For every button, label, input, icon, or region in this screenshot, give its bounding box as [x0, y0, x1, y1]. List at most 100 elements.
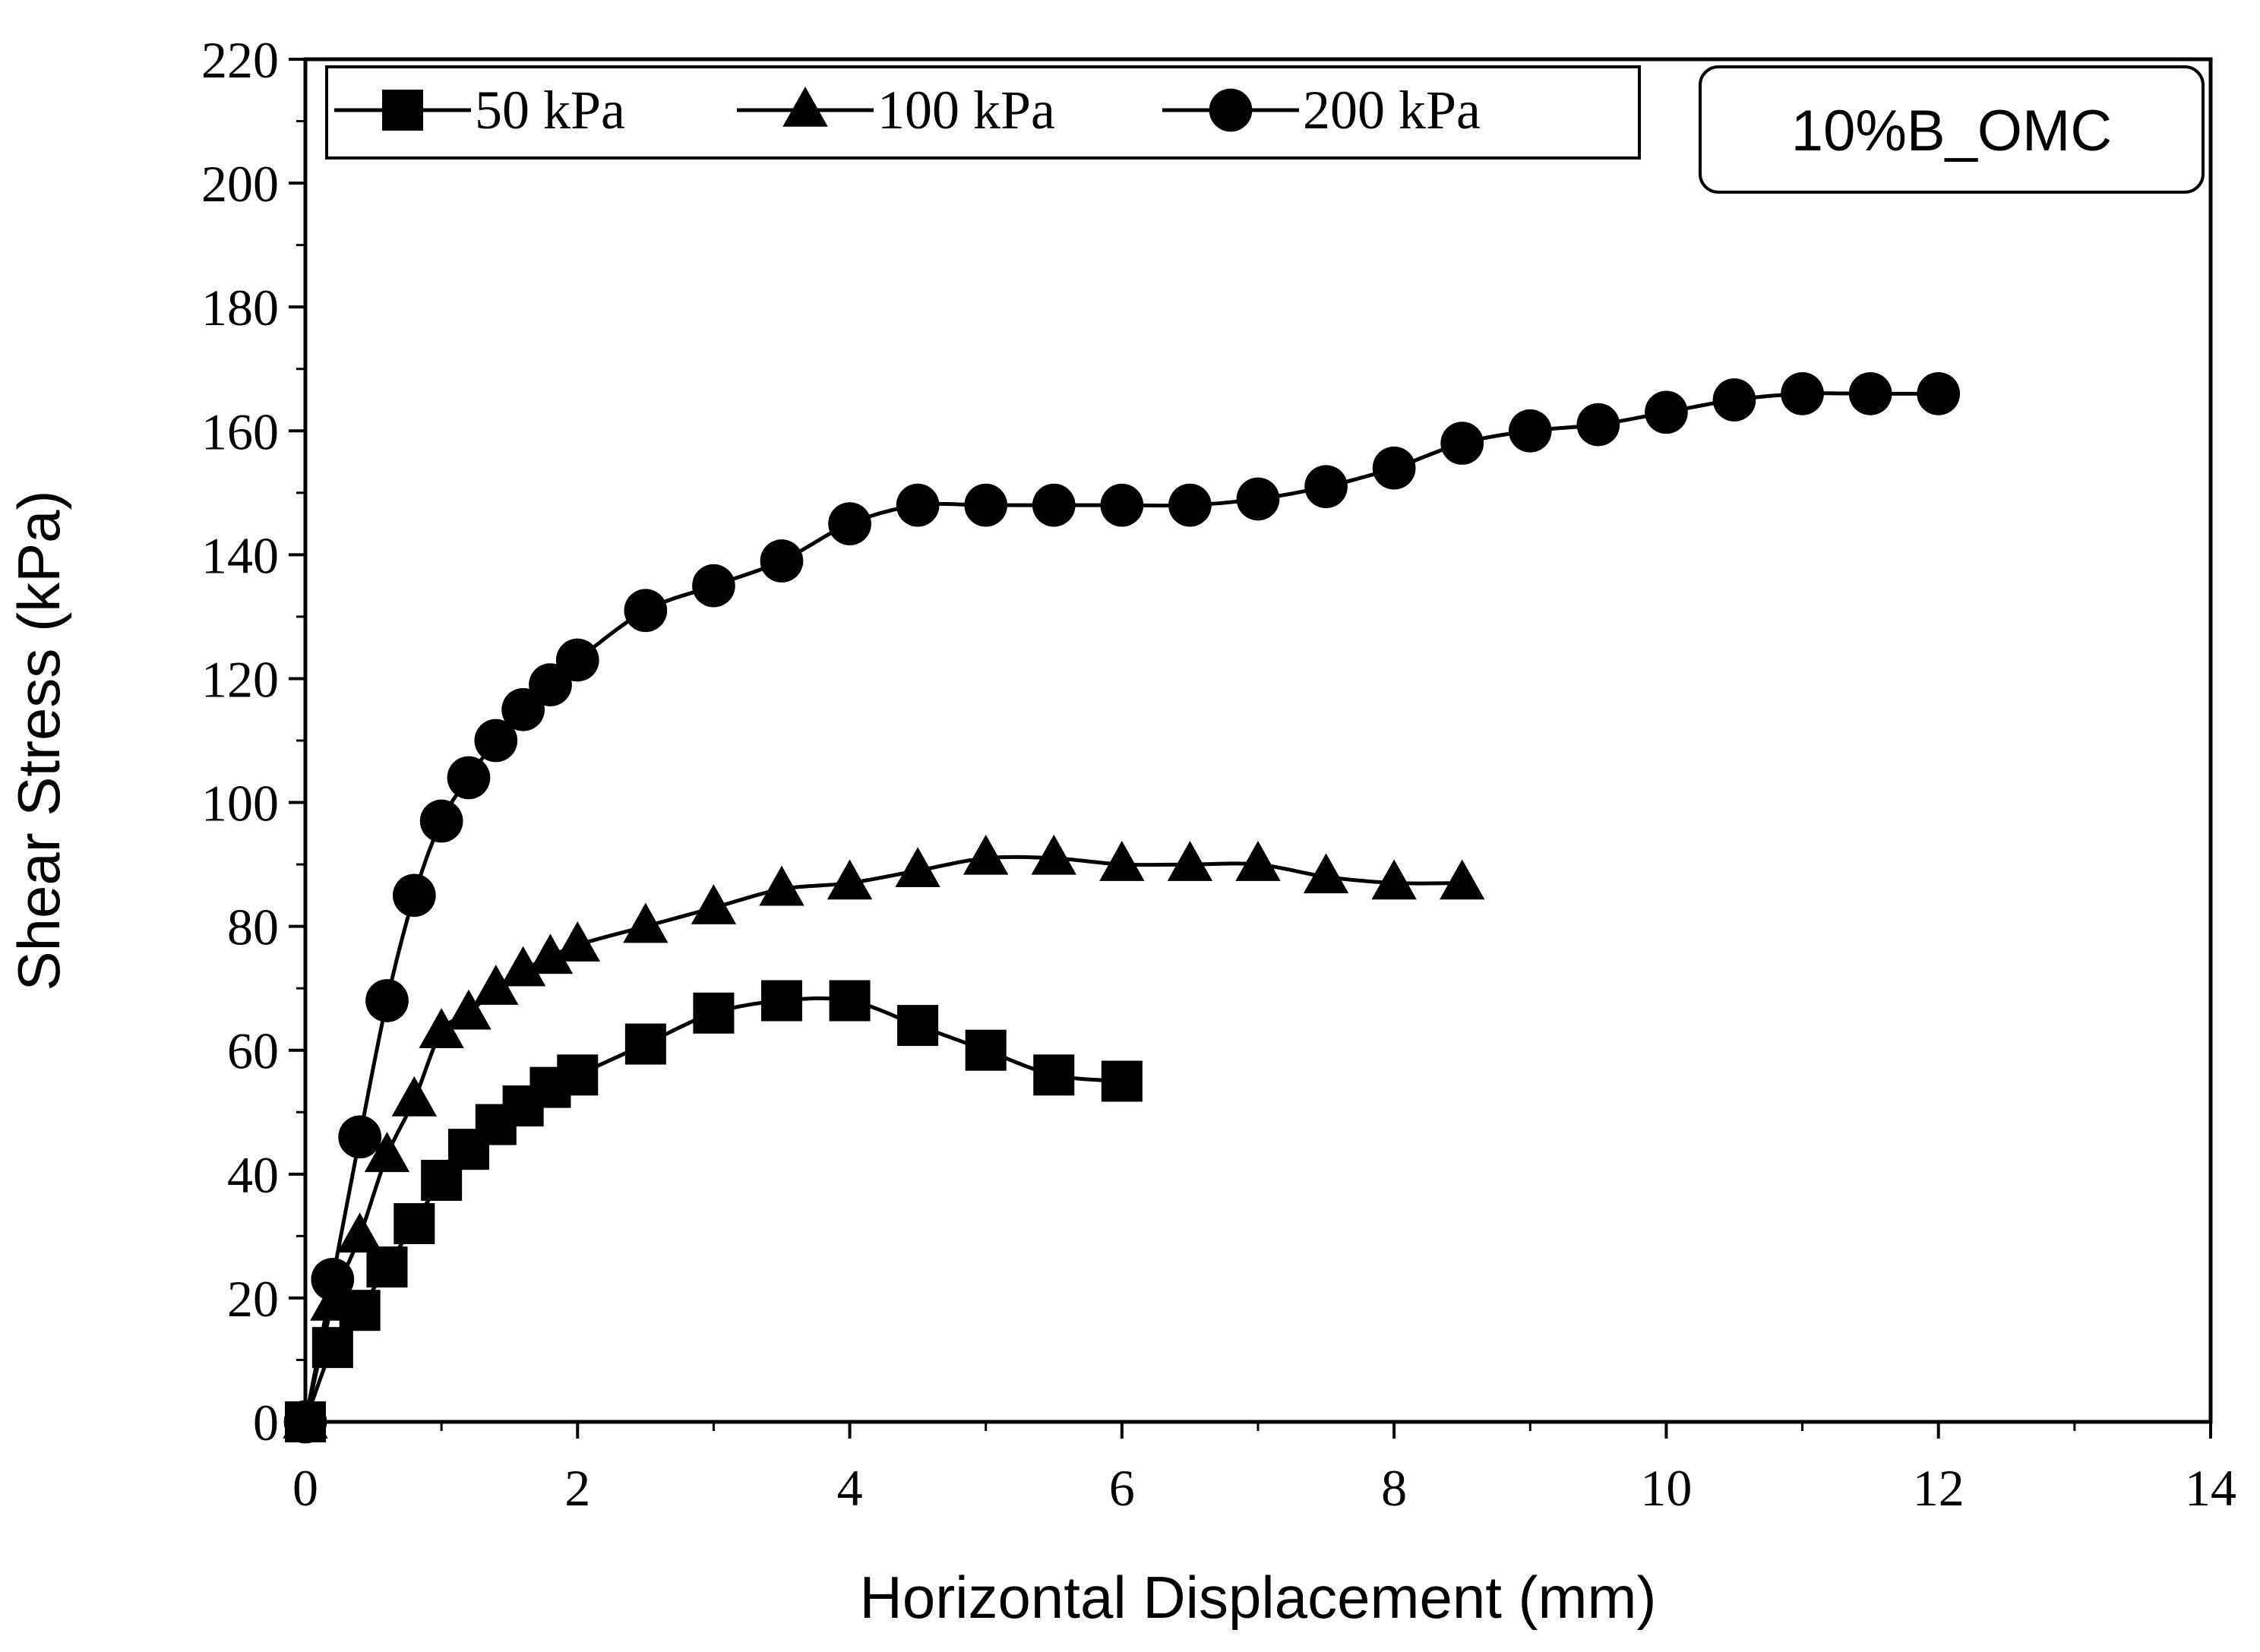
data-point: [963, 834, 1009, 875]
data-point: [1440, 422, 1484, 465]
data-point: [1304, 465, 1348, 509]
data-point: [557, 1054, 599, 1096]
legend-entries: 50 kPa 100 kPa 200 kPa: [334, 80, 1481, 141]
series-square: [285, 980, 1143, 1442]
legend: 50 kPa 100 kPa 200 kPa: [325, 65, 1641, 160]
y-tick-label: 60: [227, 1022, 279, 1080]
data-point: [311, 1258, 355, 1301]
data-point: [1372, 446, 1416, 490]
x-tick-label: 14: [2185, 1459, 2236, 1517]
data-point: [366, 1246, 408, 1288]
legend-marker: [782, 86, 828, 127]
data-point: [1100, 483, 1144, 527]
data-point: [1235, 841, 1281, 881]
y-tick-label: 140: [201, 526, 279, 584]
x-tick-label: 2: [564, 1459, 590, 1517]
data-point: [391, 1076, 438, 1117]
x-tick-label: 8: [1381, 1459, 1407, 1517]
data-point: [1645, 390, 1688, 434]
data-point: [529, 663, 572, 706]
data-point: [364, 1132, 410, 1173]
data-point: [338, 1115, 382, 1159]
data-point: [1168, 483, 1212, 527]
data-point: [1167, 841, 1213, 881]
data-point: [1508, 409, 1552, 453]
y-tick-label: 40: [227, 1146, 279, 1204]
data-point: [419, 799, 463, 843]
data-point: [447, 756, 491, 800]
data-point: [446, 989, 492, 1030]
x-tick-label: 4: [837, 1459, 863, 1517]
data-point: [283, 1400, 327, 1444]
data-point: [500, 946, 546, 987]
legend-entry: 100 kPa: [737, 80, 1055, 141]
data-point: [1099, 841, 1145, 881]
data-point: [1033, 1054, 1075, 1096]
data-point: [1303, 853, 1349, 894]
annotation-box: 10%B_OMC: [1699, 65, 2205, 194]
data-point: [1917, 371, 1961, 415]
x-axis-title: Horizontal Displacement (mm): [860, 1564, 1657, 1631]
y-axis-title: Shear Stress (kPa): [5, 491, 72, 991]
data-point: [501, 687, 545, 731]
data-point: [1032, 483, 1076, 527]
y-tick-label: 80: [227, 899, 279, 956]
y-tick-label: 180: [201, 279, 279, 336]
data-point: [623, 902, 669, 943]
annotation-label: 10%B_OMC: [1791, 99, 2112, 163]
data-point: [827, 859, 873, 900]
data-point: [392, 873, 436, 918]
data-point: [896, 483, 940, 527]
legend-label: 50 kPa: [475, 80, 625, 141]
data-point: [829, 980, 871, 1022]
legend-marker: [1209, 88, 1253, 132]
y-tick-label: 100: [201, 775, 279, 832]
data-point: [692, 564, 735, 608]
x-tick-label: 0: [292, 1459, 318, 1517]
legend-entry: 200 kPa: [1162, 80, 1481, 141]
series-layer: [283, 371, 1961, 1444]
data-point: [691, 884, 737, 924]
data-point: [527, 933, 574, 974]
data-point: [964, 483, 1008, 527]
data-point: [473, 965, 519, 1005]
data-point: [394, 1203, 435, 1245]
data-point: [759, 865, 804, 906]
data-point: [1781, 371, 1824, 415]
y-tick-label: 160: [201, 403, 279, 460]
y-tick-label: 200: [201, 155, 279, 213]
data-point: [760, 539, 804, 583]
data-point: [555, 638, 599, 682]
x-tick-label: 6: [1109, 1459, 1135, 1517]
legend-box: [325, 65, 1641, 160]
data-point: [624, 589, 668, 633]
series-circle: [283, 371, 1961, 1444]
axis-ticks: 0 2 4 6 8 10 12 1402040608010012014016018020022…: [201, 31, 2236, 1517]
y-tick-label: 220: [201, 31, 279, 89]
data-point: [693, 992, 735, 1034]
data-point: [1031, 834, 1076, 875]
data-point: [828, 502, 871, 545]
data-point: [1440, 859, 1485, 900]
data-point: [1848, 371, 1892, 415]
data-point: [419, 1008, 464, 1048]
legend-label: 100 kPa: [877, 80, 1055, 141]
series-triangle: [283, 834, 1485, 1439]
y-tick-label: 20: [227, 1270, 279, 1328]
data-point: [1576, 403, 1620, 447]
y-tick-label: 120: [201, 650, 279, 708]
data-point: [897, 1005, 939, 1047]
data-point: [365, 979, 409, 1022]
x-tick-label: 12: [1913, 1459, 1964, 1517]
data-point: [895, 847, 940, 887]
data-point: [1236, 477, 1280, 521]
legend-marker: [382, 90, 423, 131]
data-point: [474, 719, 518, 763]
legend-label: 200 kPa: [1303, 80, 1481, 141]
legend-entry: 50 kPa: [334, 80, 625, 141]
data-point: [1712, 378, 1756, 422]
y-tick-label: 0: [253, 1394, 279, 1451]
data-point: [337, 1212, 383, 1253]
data-point: [555, 921, 600, 962]
